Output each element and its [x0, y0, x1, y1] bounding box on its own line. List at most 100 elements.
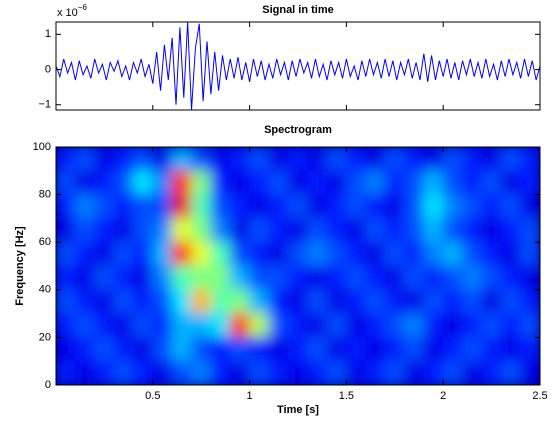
heat-cell [307, 147, 328, 172]
heat-cell [132, 313, 154, 338]
heat-cell [113, 289, 134, 315]
heat-cell [287, 147, 309, 172]
heat-cell [249, 194, 270, 219]
heat-cell [56, 360, 76, 385]
heat-cell [307, 194, 328, 219]
x-axis-label: Time [s] [277, 404, 319, 416]
heat-cell [345, 313, 367, 338]
heat-cell [132, 336, 154, 362]
heat-cell [345, 289, 367, 315]
heat-cell [94, 289, 115, 315]
heat-cell [442, 313, 464, 338]
heat-cell [191, 289, 212, 315]
heat-cell [113, 147, 134, 172]
heat-cell [500, 265, 522, 291]
heat-cell [171, 241, 193, 267]
heat-cell [56, 147, 76, 172]
heat-cell [500, 289, 522, 315]
heat-cell [132, 217, 154, 243]
heat-cell [326, 265, 347, 291]
heat-cell [287, 289, 309, 315]
multiplier-exponent: −6 [78, 3, 88, 12]
heat-cell [210, 194, 231, 219]
x-tick-label: 0.5 [145, 390, 160, 402]
heat-cell [229, 336, 251, 362]
heat-cell [403, 194, 425, 219]
heat-cell [94, 360, 115, 385]
heat-cell [152, 313, 173, 338]
heat-cell [191, 336, 212, 362]
heat-cell [384, 313, 405, 338]
heat-cell [365, 265, 386, 291]
heat-cell [423, 336, 444, 362]
axes-box [55, 146, 541, 386]
heat-cell [520, 194, 540, 219]
heat-cell [152, 336, 173, 362]
heat-cell [249, 147, 270, 172]
heat-cell [423, 313, 444, 338]
y-tick-label: 100 [33, 141, 51, 153]
heat-cell [74, 360, 96, 385]
heat-cell [249, 241, 270, 267]
heat-cell [249, 265, 270, 291]
heat-cell [500, 217, 522, 243]
heat-cell [462, 194, 483, 219]
heat-cell [307, 217, 328, 243]
heat-cell [229, 360, 251, 385]
heat-cell [307, 313, 328, 338]
heat-cell [56, 289, 76, 315]
heat-cell [326, 289, 347, 315]
y-tick-label: 80 [39, 189, 51, 201]
heat-cell [152, 265, 173, 291]
heat-cell [326, 360, 347, 385]
heat-cell [56, 241, 76, 267]
heat-cell [462, 217, 483, 243]
heat-cell [481, 336, 502, 362]
heat-cell [500, 170, 522, 196]
heat-cell [481, 289, 502, 315]
heat-cell [249, 170, 270, 196]
heat-cell [403, 241, 425, 267]
heat-cell [481, 170, 502, 196]
heat-cell [326, 147, 347, 172]
heat-cell [520, 289, 540, 315]
heat-cell [210, 336, 231, 362]
heat-cell [365, 217, 386, 243]
heat-cell [268, 360, 289, 385]
heat-cell [307, 265, 328, 291]
heat-cell [132, 147, 154, 172]
heat-cell [520, 360, 540, 385]
heat-cell [326, 170, 347, 196]
heat-cell [481, 147, 502, 172]
heat-cell [171, 265, 193, 291]
heat-cell [229, 170, 251, 196]
heat-cell [462, 241, 483, 267]
heat-cell [403, 217, 425, 243]
heat-cell [345, 241, 367, 267]
heat-cell [520, 217, 540, 243]
heat-cell [94, 194, 115, 219]
heat-cell [442, 241, 464, 267]
heat-cell [113, 265, 134, 291]
heat-cell [287, 194, 309, 219]
heat-cell [132, 194, 154, 219]
heat-cell [481, 313, 502, 338]
heat-cell [520, 313, 540, 338]
heat-cell [94, 265, 115, 291]
heat-cell [365, 360, 386, 385]
x-tick-label: 1.5 [339, 390, 354, 402]
heat-cell [268, 265, 289, 291]
heat-cell [249, 360, 270, 385]
heat-cell [384, 170, 405, 196]
heat-cell [171, 194, 193, 219]
heat-cell [423, 217, 444, 243]
heat-cell [191, 313, 212, 338]
heat-cell [210, 313, 231, 338]
heat-cell [268, 289, 289, 315]
heat-cell [74, 336, 96, 362]
heat-cell [384, 147, 405, 172]
heat-cell [442, 147, 464, 172]
heat-cell [500, 360, 522, 385]
heat-cell [403, 313, 425, 338]
heat-cell [287, 313, 309, 338]
